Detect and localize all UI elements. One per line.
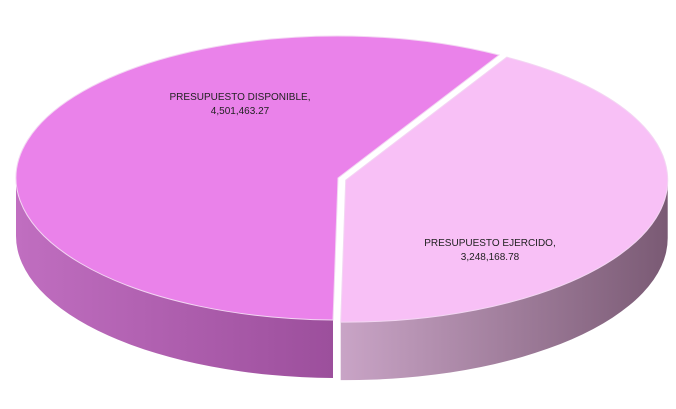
slice-side: [16, 178, 333, 378]
slice-value-label: 3,248,168.78: [461, 252, 520, 263]
slice-value-label: 4,501,463.27: [211, 106, 270, 117]
slice-side: [340, 180, 668, 381]
pie-slice: [340, 56, 669, 323]
pie-slice: [15, 35, 501, 321]
slice-label: PRESUPUESTO EJERCIDO,: [424, 238, 556, 249]
slice-label: PRESUPUESTO DISPONIBLE,: [170, 92, 311, 103]
